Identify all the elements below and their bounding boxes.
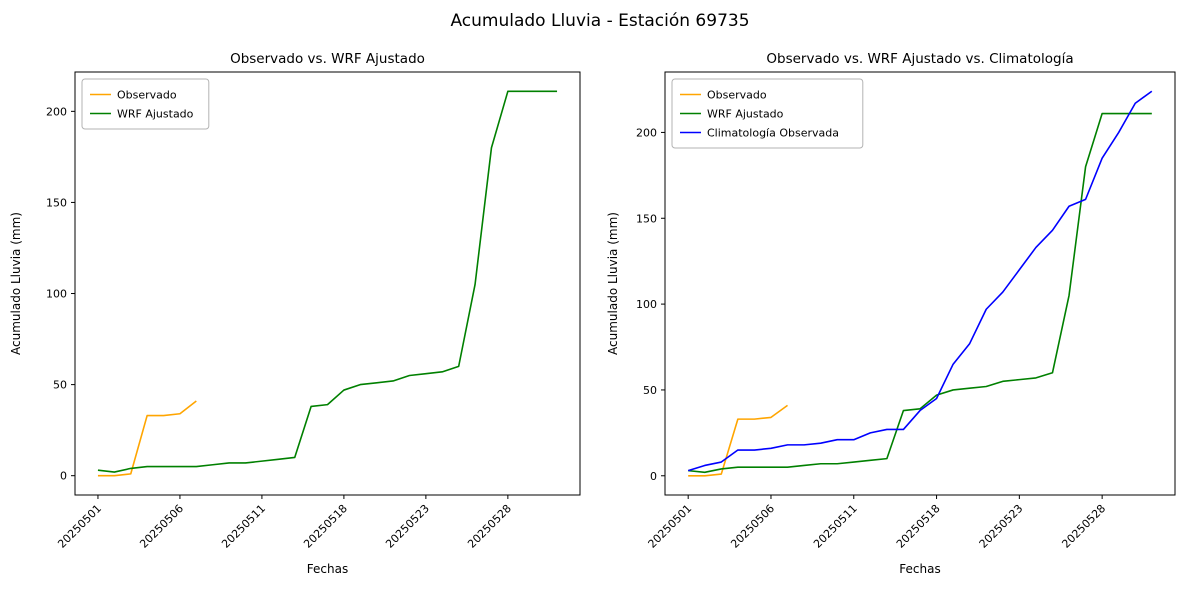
y-axis: 0 50 100 150 200 <box>46 105 75 483</box>
x-tick-label: 20250511 <box>219 502 268 551</box>
y-tick-label: 100 <box>636 298 657 311</box>
y-tick-label: 100 <box>46 288 67 301</box>
x-axis: 20250501 20250506 20250511 20250518 20250523… <box>646 495 1108 551</box>
figure-title: Acumulado Lluvia - Estación 69735 <box>450 11 750 31</box>
x-axis-label: Fechas <box>899 562 940 576</box>
series-line-wrf-ajustado <box>97 90 558 473</box>
y-tick-label: 200 <box>46 105 67 118</box>
x-tick-label: 20250506 <box>728 502 777 551</box>
y-tick-label: 0 <box>650 470 657 483</box>
subplot-title: Observado vs. WRF Ajustado <box>230 51 425 67</box>
y-tick-label: 0 <box>60 470 67 483</box>
y-axis-label: Acumulado Lluvia (mm) <box>606 212 620 355</box>
plot-border <box>74 71 581 496</box>
legend-label: Observado <box>707 89 767 102</box>
series-line-climatolog-a-observada <box>687 90 1153 472</box>
legend-box <box>671 78 864 149</box>
x-tick-label: 20250523 <box>383 502 432 551</box>
x-tick-label: 20250501 <box>55 502 104 551</box>
legend: Observado WRF Ajustado <box>81 78 210 130</box>
series-line-wrf-ajustado <box>688 112 1152 474</box>
plot-border <box>664 71 1176 496</box>
legend-label: WRF Ajustado <box>117 108 194 121</box>
x-tick-label: 20250528 <box>465 502 514 551</box>
series-line-observado <box>97 400 197 477</box>
legend-label: Climatología Observada <box>707 127 839 140</box>
legend: Observado WRF Ajustado Climatología Observ… <box>671 78 864 149</box>
x-tick-label: 20250518 <box>894 502 943 551</box>
x-tick-label: 20250511 <box>811 502 860 551</box>
y-tick-label: 50 <box>643 384 657 397</box>
x-tick-label: 20250518 <box>301 502 350 551</box>
x-axis: 20250501 20250506 20250511 20250518 20250523… <box>55 495 514 551</box>
legend-box <box>81 78 210 130</box>
legend-label: Observado <box>117 89 177 102</box>
x-tick-label: 20250506 <box>137 502 186 551</box>
y-axis: 0 50 100 150 200 <box>636 126 665 483</box>
x-tick-label: 20250528 <box>1059 502 1108 551</box>
y-tick-label: 50 <box>53 379 67 392</box>
x-tick-label: 20250501 <box>646 502 695 551</box>
y-axis-label: Acumulado Lluvia (mm) <box>9 212 23 355</box>
series-line-observado <box>688 404 788 477</box>
y-tick-label: 150 <box>46 196 67 209</box>
legend-label: WRF Ajustado <box>707 108 784 121</box>
x-tick-label: 20250523 <box>977 502 1026 551</box>
subplot-title: Observado vs. WRF Ajustado vs. Climatolo… <box>766 51 1073 67</box>
y-tick-label: 150 <box>636 212 657 225</box>
y-tick-label: 200 <box>636 126 657 139</box>
x-axis-label: Fechas <box>307 562 348 576</box>
